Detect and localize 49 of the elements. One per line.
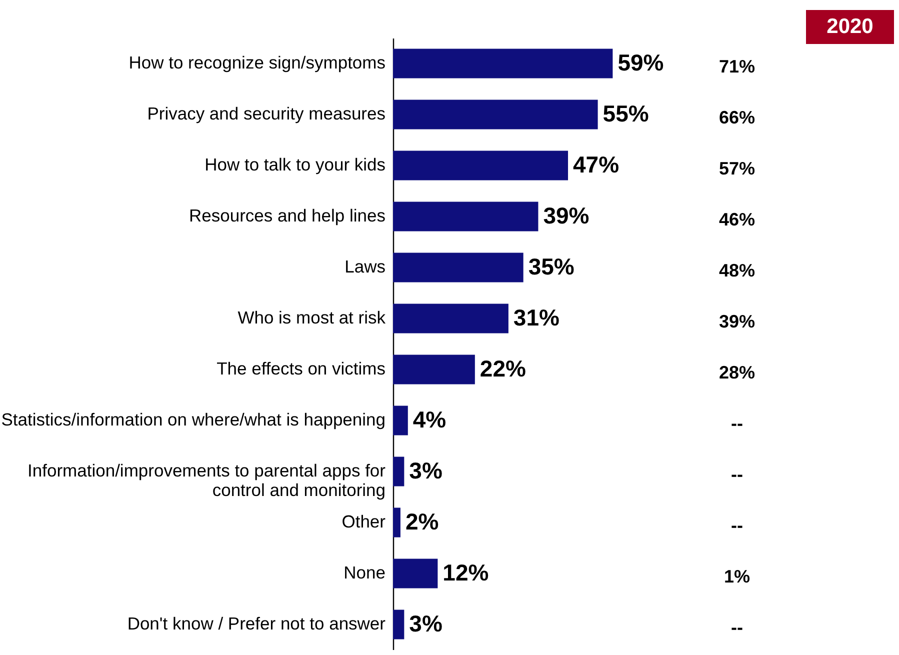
bar bbox=[393, 252, 524, 282]
bar bbox=[393, 100, 598, 130]
y-tick-label: How to recognize sign/symptoms bbox=[128, 52, 386, 72]
text: -- bbox=[731, 516, 743, 536]
bar bbox=[393, 610, 404, 640]
data-label: 2% bbox=[405, 508, 439, 534]
text: -- bbox=[731, 618, 743, 638]
bar bbox=[393, 202, 538, 232]
bar bbox=[393, 304, 508, 334]
y-tick-label: None bbox=[344, 562, 386, 582]
bar bbox=[393, 508, 400, 538]
bar bbox=[393, 150, 568, 180]
data-label: 55% bbox=[602, 100, 649, 126]
y-tick-label: Privacy and security measures bbox=[147, 104, 386, 124]
text: -- bbox=[731, 414, 743, 434]
data-label: 3% bbox=[409, 610, 442, 636]
text: -- bbox=[731, 464, 743, 484]
data-label: 3% bbox=[409, 458, 442, 484]
y-tick-label: Information/improvements to parental apps for control and monitoring bbox=[28, 460, 386, 500]
y-tick-label: Who is most at risk bbox=[238, 308, 386, 328]
y-tick-label: Don't know / Prefer not to answer bbox=[127, 614, 386, 634]
y-tick-label: How to talk to your kids bbox=[204, 154, 386, 174]
data-label: 39% bbox=[543, 202, 590, 228]
text: 71% bbox=[718, 56, 756, 76]
data-label: 31% bbox=[513, 304, 560, 330]
y-tick-label: The effects on victims bbox=[216, 358, 386, 378]
data-label: 12% bbox=[442, 560, 489, 586]
data-label: 35% bbox=[528, 254, 574, 280]
text: 2020 bbox=[806, 10, 894, 44]
text: 48% bbox=[718, 260, 756, 280]
y-tick-label: Statistics/information on where/what is happening bbox=[1, 410, 386, 430]
bar bbox=[393, 354, 475, 384]
text: 46% bbox=[718, 210, 756, 230]
y-tick-label: Other bbox=[342, 512, 386, 532]
text: 57% bbox=[718, 158, 756, 178]
text: 28% bbox=[718, 362, 756, 382]
data-label: 22% bbox=[480, 356, 526, 382]
text: 1% bbox=[724, 566, 750, 586]
data-label: 59% bbox=[618, 50, 664, 76]
data-label: 47% bbox=[573, 152, 620, 178]
text: 66% bbox=[718, 108, 756, 128]
bar bbox=[393, 456, 404, 486]
text: 39% bbox=[718, 312, 756, 332]
y-tick-label: Laws bbox=[344, 256, 386, 276]
bar bbox=[393, 406, 408, 436]
bar bbox=[393, 48, 613, 78]
y-tick-label: Resources and help lines bbox=[188, 206, 386, 226]
data-label: 4% bbox=[412, 406, 446, 432]
bar bbox=[393, 558, 438, 588]
